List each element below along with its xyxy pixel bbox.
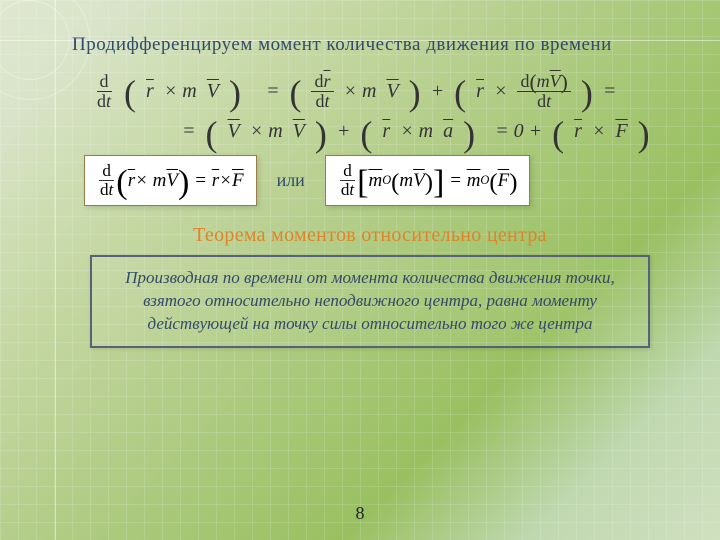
equation-line-1: ddt (r × mV) = (drdt × mV) + (r × d(mV)d… [94, 72, 668, 111]
or-label: или [277, 170, 305, 191]
theorem-statement-box: Производная по времени от момента количе… [90, 255, 650, 348]
result-equation-row: ddt (r × mV) = r × F или ddt [mO(mV)] = … [84, 155, 668, 206]
intro-text: Продифференцируем момент количества движ… [72, 32, 668, 58]
equation-line-2: = (V × mV) + (r × ma) = 0 + (r × F) [182, 120, 668, 143]
theorem-body-text: Производная по времени от момента количе… [125, 268, 615, 333]
result-box-left: ddt (r × mV) = r × F [84, 155, 257, 206]
theorem-title: Теорема моментов относительно центра [72, 224, 668, 247]
result-box-right: ddt [mO(mV)] = mO(F) [325, 155, 531, 206]
page-number: 8 [356, 503, 365, 524]
main-derivation: ddt (r × mV) = (drdt × mV) + (r × d(mV)d… [94, 72, 668, 144]
slide-content: Продифференцируем момент количества движ… [0, 0, 720, 540]
